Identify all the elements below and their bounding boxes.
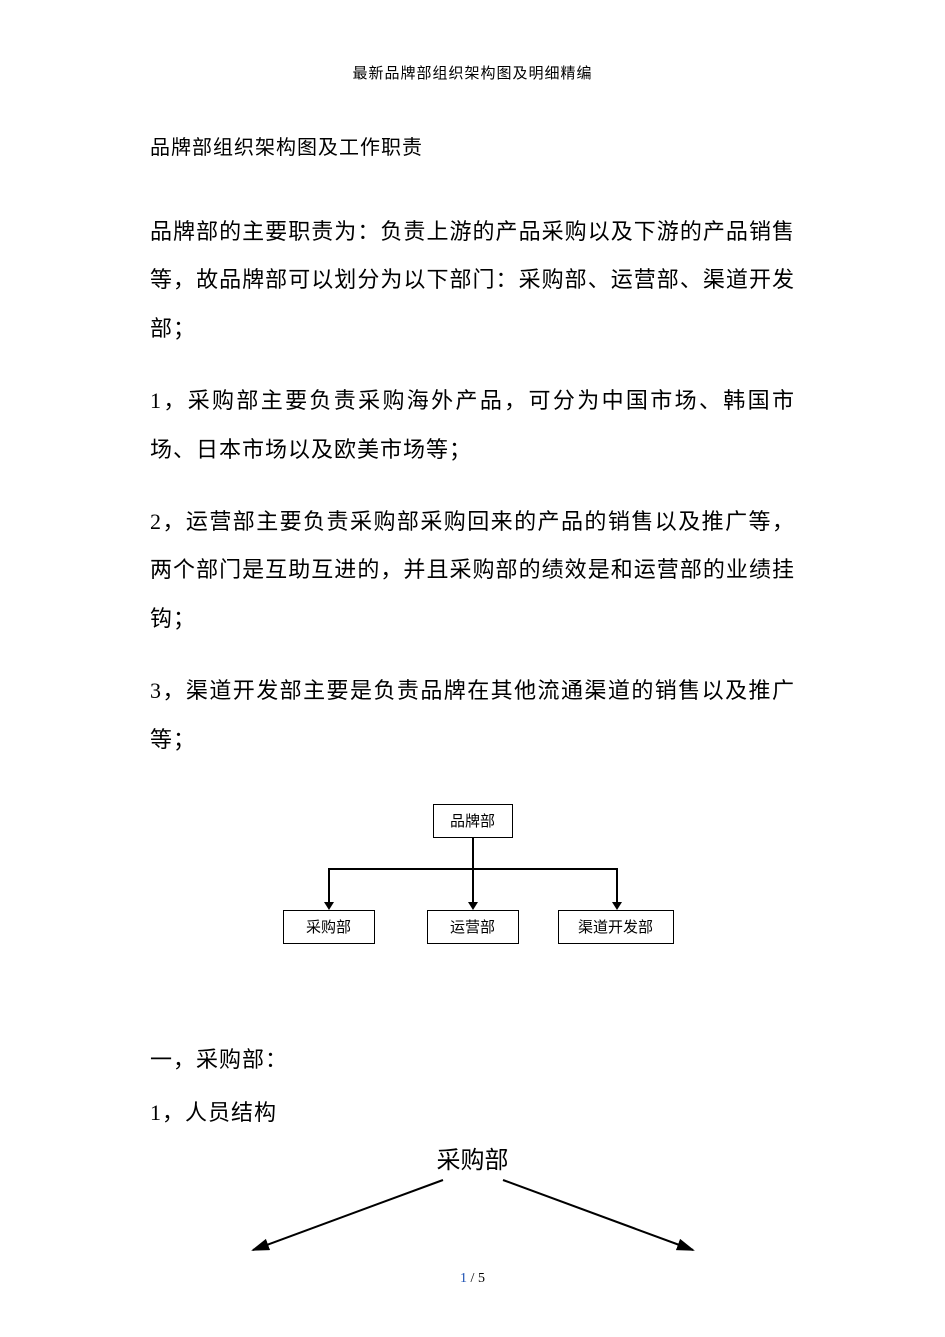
org-chart: 品牌部 采购部 运营部 渠道开发部 — [283, 804, 663, 974]
arrow-2 — [468, 902, 478, 910]
paragraph-4: 3，渠道开发部主要是负责品牌在其他流通渠道的销售以及推广等； — [150, 667, 795, 764]
bottom-chart: 采购部 — [153, 1140, 793, 1260]
paragraph-1: 品牌部的主要职责为：负责上游的产品采购以及下游的产品销售等，故品牌部可以划分为以… — [150, 208, 795, 353]
org-line-root-v — [472, 838, 474, 868]
org-line-drop-3 — [616, 868, 618, 904]
org-child-box-1: 采购部 — [283, 910, 375, 944]
page-current: 1 — [460, 1271, 467, 1286]
org-root-box: 品牌部 — [433, 804, 513, 838]
paragraph-3: 2，运营部主要负责采购部采购回来的产品的销售以及推广等，两个部门是互助互进的，并… — [150, 498, 795, 643]
page-sep: / — [467, 1271, 478, 1286]
paragraph-2: 1，采购部主要负责采购海外产品，可分为中国市场、韩国市场、日本市场以及欧美市场等… — [150, 377, 795, 474]
org-line-drop-2 — [472, 868, 474, 904]
org-child-label-2: 运营部 — [450, 916, 495, 937]
bottom-chart-lines — [153, 1140, 793, 1260]
page-total: 5 — [478, 1271, 485, 1286]
org-line-drop-1 — [328, 868, 330, 904]
header-text: 最新品牌部组织架构图及明细精编 — [352, 66, 592, 82]
arrow-3 — [612, 902, 622, 910]
page-content: 品牌部组织架构图及工作职责 品牌部的主要职责为：负责上游的产品采购以及下游的产品… — [0, 83, 945, 1260]
org-child-label-3: 渠道开发部 — [578, 916, 653, 937]
org-root-label: 品牌部 — [450, 810, 495, 831]
subtitle: 品牌部组织架构图及工作职责 — [150, 131, 795, 160]
org-child-label-1: 采购部 — [306, 916, 351, 937]
org-child-box-3: 渠道开发部 — [558, 910, 674, 944]
org-child-box-2: 运营部 — [427, 910, 519, 944]
page-header: 最新品牌部组织架构图及明细精编 — [0, 0, 945, 83]
page-footer: 1 / 5 — [0, 1271, 945, 1287]
section-heading: 一，采购部： — [150, 1034, 795, 1087]
arrow-1 — [324, 902, 334, 910]
section-sub: 1，人员结构 — [150, 1087, 795, 1140]
